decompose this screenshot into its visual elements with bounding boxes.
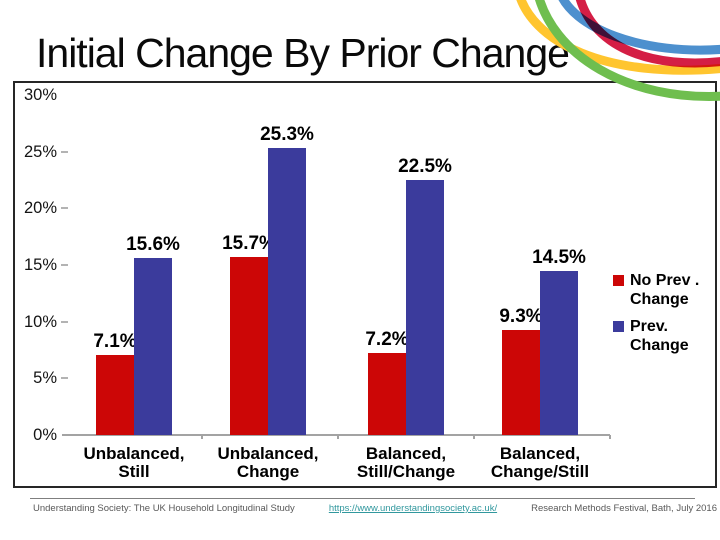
y-axis-tick-label: 20% xyxy=(23,199,57,218)
bar-prev-change xyxy=(540,270,578,435)
bar-no-prev-change xyxy=(96,354,134,435)
bar-no-prev-change xyxy=(502,329,540,435)
footer-divider xyxy=(30,498,695,499)
category-label-line1: Unbalanced, xyxy=(217,444,319,463)
legend-swatch xyxy=(613,321,624,332)
y-axis-tick-label: 0% xyxy=(33,426,57,444)
bar-prev-change xyxy=(268,148,306,435)
bar-no-prev-change xyxy=(368,353,406,435)
x-axis-tick-mark xyxy=(337,435,339,439)
bar-value-label: 7.1% xyxy=(93,330,137,352)
legend-item: No Prev . Change xyxy=(613,271,699,309)
legend-item: Prev. Change xyxy=(613,317,699,355)
swoosh-crimson-curve xyxy=(575,0,720,68)
legend-swatch xyxy=(613,275,624,286)
y-axis-tick-mark xyxy=(61,377,68,380)
category-label: Unbalanced, Change xyxy=(193,445,343,480)
y-axis-tick-label: 25% xyxy=(23,142,57,161)
legend-label-line2: Change xyxy=(630,291,689,308)
category-label: Unbalanced, Still xyxy=(59,445,209,480)
bar-prev-change xyxy=(134,258,172,435)
category-label: Balanced, Change/Still xyxy=(465,445,615,480)
bar-value-label: 14.5% xyxy=(532,246,586,268)
category-label-line2: Still xyxy=(118,461,150,481)
x-axis-tick-mark xyxy=(609,435,611,439)
y-axis-tick-mark xyxy=(61,264,68,267)
y-axis-tick-label: 5% xyxy=(33,369,57,388)
category-label: Balanced, Still/Change xyxy=(331,445,481,480)
category-label-line2: Still/Change xyxy=(356,461,456,481)
swoosh-blue-curve xyxy=(558,0,720,55)
x-axis-tick-mark xyxy=(473,435,475,439)
x-axis-line xyxy=(62,434,610,436)
category-label-line2: Change/Still xyxy=(490,461,590,481)
bar-value-label: 22.5% xyxy=(398,156,452,178)
y-axis-tick-label: 30% xyxy=(23,86,57,105)
bar-value-label: 25.3% xyxy=(260,124,314,146)
chart-legend: No Prev . Change Prev. Change xyxy=(613,271,699,355)
y-axis-tick-label: 10% xyxy=(23,312,57,331)
footer-attribution: Understanding Society: The UK Household … xyxy=(33,503,295,514)
category-label-line1: Balanced, xyxy=(499,444,581,463)
legend-label: Prev. Change xyxy=(630,317,689,355)
bar-value-label: 15.6% xyxy=(126,234,180,256)
footer-event: Research Methods Festival, Bath, July 20… xyxy=(531,503,717,514)
x-axis-tick-mark xyxy=(201,435,203,439)
slide-title: Initial Change By Prior Change xyxy=(36,30,570,76)
bar-no-prev-change xyxy=(230,257,268,435)
legend-label-line1: Prev. xyxy=(630,318,668,335)
category-label-line1: Balanced, xyxy=(365,444,447,463)
chart-frame: 30% 25% 20% 15% 10% 5% 0% 7.1% 15.6% Unbalanced, S… xyxy=(13,81,717,488)
bar-prev-change xyxy=(406,180,444,435)
y-axis-tick-mark xyxy=(61,207,68,210)
bar-value-label: 9.3% xyxy=(499,305,543,327)
bar-value-label: 15.7% xyxy=(222,233,276,255)
y-axis-tick-mark xyxy=(61,320,68,323)
legend-label: No Prev . Change xyxy=(630,271,699,309)
y-axis-tick-label: 15% xyxy=(23,256,57,275)
footer: Understanding Society: The UK Household … xyxy=(33,503,717,514)
y-axis-tick-mark xyxy=(61,150,68,153)
bar-value-label: 7.2% xyxy=(365,329,409,351)
category-label-line1: Unbalanced, xyxy=(83,444,185,463)
legend-label-line1: No Prev . xyxy=(630,272,700,289)
footer-link[interactable]: https://www.understandingsociety.ac.uk/ xyxy=(328,503,498,514)
category-label-line2: Change xyxy=(236,461,300,481)
legend-label-line2: Change xyxy=(630,337,689,354)
